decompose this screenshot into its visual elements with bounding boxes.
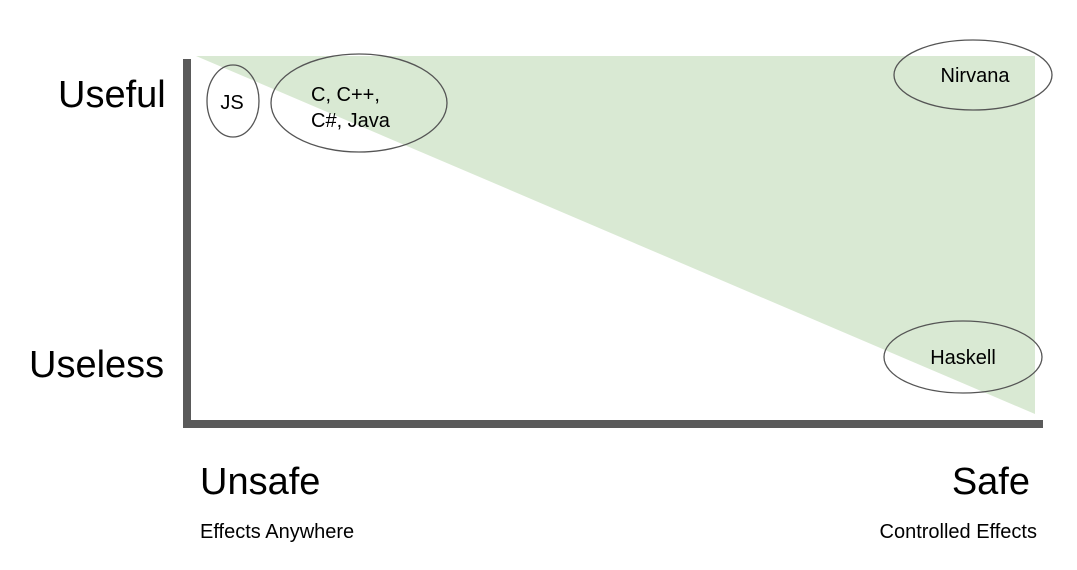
node-js: JS	[206, 64, 260, 138]
x-axis-right-label: Safe	[951, 461, 1030, 503]
y-axis-line	[183, 59, 191, 427]
node-nirvana: Nirvana	[893, 39, 1053, 111]
node-js-label: JS	[220, 92, 243, 114]
node-c-family-ellipse	[270, 53, 448, 153]
node-haskell-ellipse	[883, 320, 1043, 394]
x-axis-right-sublabel: Controlled Effects	[879, 521, 1038, 543]
x-axis-left-sublabel: Effects Anywhere	[200, 521, 355, 543]
x-axis-left-label: Unsafe	[200, 461, 321, 503]
y-axis-bottom-label: Useless	[29, 344, 165, 386]
node-c-family-label-line1: C, C++,	[311, 84, 380, 106]
node-js-ellipse	[206, 64, 260, 138]
safe-useful-region	[196, 56, 1035, 414]
node-haskell: Haskell	[883, 320, 1043, 394]
node-c-family: C, C++, C#, Java	[270, 53, 448, 153]
y-axis-top-label: Useful	[58, 74, 166, 116]
node-c-family-label-line2: C#, Java	[311, 110, 391, 132]
node-nirvana-ellipse	[893, 39, 1053, 111]
x-axis-line	[183, 420, 1043, 428]
node-haskell-label: Haskell	[930, 347, 996, 369]
node-nirvana-label: Nirvana	[941, 65, 1011, 87]
